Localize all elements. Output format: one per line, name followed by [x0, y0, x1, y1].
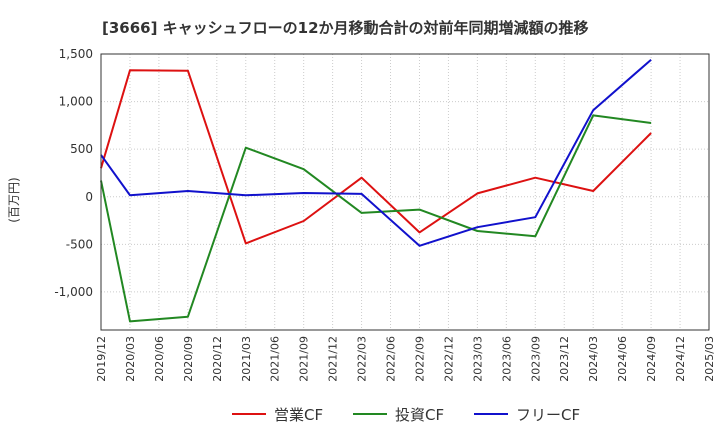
x-tick-label: 2022/06 — [385, 336, 398, 382]
y-tick-label: 1,500 — [59, 47, 93, 61]
x-tick-label: 2021/12 — [327, 336, 340, 382]
x-tick-label: 2021/06 — [269, 336, 282, 382]
x-tick-label: 2023/09 — [529, 336, 542, 382]
x-tick-label: 2023/06 — [500, 336, 513, 382]
y-axis-label: (百万円) — [7, 177, 21, 222]
x-tick-label: 2023/12 — [558, 336, 571, 382]
x-tick-label: 2020/06 — [153, 336, 166, 382]
legend-label: フリーCF — [516, 406, 580, 424]
x-tick-label: 2019/12 — [95, 336, 108, 382]
y-tick-label: 0 — [85, 190, 93, 204]
x-tick-label: 2021/03 — [240, 336, 253, 382]
x-tick-label: 2020/12 — [211, 336, 224, 382]
series-line-フリーCF — [100, 58, 652, 247]
x-tick-label: 2024/06 — [616, 336, 629, 382]
x-tick-label: 2020/03 — [124, 336, 137, 382]
legend: 営業CF 投資CF フリーCF — [232, 406, 580, 424]
x-tick-label: 2022/03 — [356, 336, 369, 382]
x-tick-label: 2025/03 — [703, 336, 716, 382]
y-tick-label: -500 — [66, 237, 93, 251]
y-tick-label: 500 — [70, 142, 93, 156]
x-tick-label: 2022/12 — [442, 336, 455, 382]
chart-title: [3666] キャッシュフローの12か月移動合計の対前年同期増減額の推移 — [102, 19, 589, 37]
x-tick-label: 2024/09 — [645, 336, 658, 382]
x-tick-label: 2024/03 — [587, 336, 600, 382]
x-tick-label: 2024/12 — [674, 336, 687, 382]
plot-border — [100, 53, 710, 331]
y-tick-labels: 1,500 1,000 500 0 -500 -1,000 — [54, 47, 93, 299]
x-tick-label: 2022/09 — [413, 336, 426, 382]
series-line-投資CF — [100, 114, 652, 323]
series-group — [100, 58, 652, 323]
x-tick-label: 2021/09 — [298, 336, 311, 382]
y-tick-label: 1,000 — [59, 95, 93, 109]
legend-label: 投資CF — [395, 406, 444, 424]
y-tick-label: -1,000 — [54, 285, 93, 299]
x-tick-label: 2020/09 — [182, 336, 195, 382]
legend-label: 営業CF — [274, 406, 323, 424]
x-tick-label: 2023/03 — [471, 336, 484, 382]
x-tick-labels: 2019/12 2020/03 2020/06 2020/09 2020/12 2021/… — [95, 336, 716, 382]
